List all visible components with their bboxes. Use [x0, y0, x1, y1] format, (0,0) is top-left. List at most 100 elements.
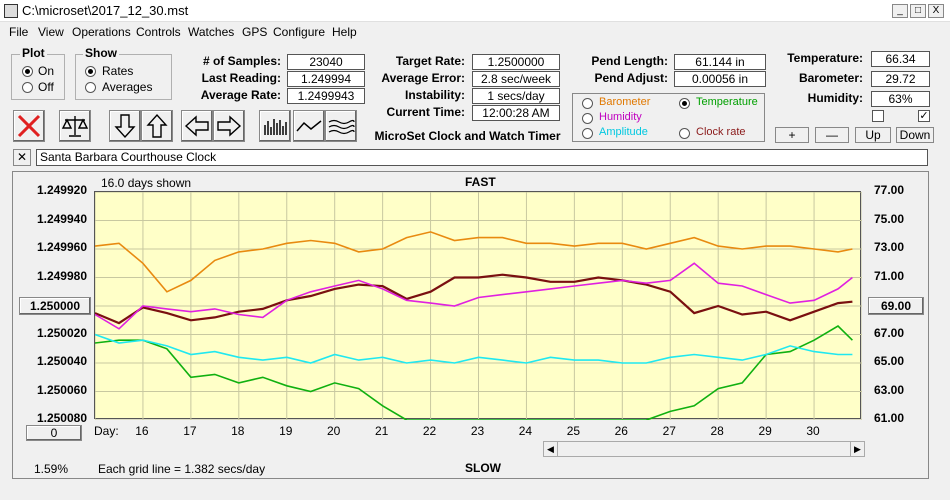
menu-view[interactable]: View [38, 25, 64, 39]
days-shown-label: 16.0 days shown [101, 176, 192, 190]
series-line-temperature [94, 324, 853, 421]
show-group [75, 54, 172, 100]
y-left-tick-label: 1.250020 [36, 325, 87, 340]
average-rate-value: 1.2499943 [287, 88, 365, 104]
x-tick-label: 29 [758, 424, 772, 438]
down-button[interactable]: Down [896, 127, 934, 143]
amplitude-radio[interactable] [582, 128, 593, 139]
minimize-button[interactable]: _ [892, 4, 908, 18]
horizontal-scrollbar[interactable]: ◀ ▶ [543, 441, 865, 457]
up-button[interactable]: Up [855, 127, 891, 143]
line-graph-icon [296, 120, 322, 132]
plot-group-label: Plot [20, 46, 47, 60]
plot-on-radio[interactable] [22, 66, 33, 77]
humidity-option-label: Humidity [599, 111, 642, 123]
y-left-tick-label: 1.249980 [36, 268, 87, 283]
instability-value: 1 secs/day [472, 88, 560, 104]
center-value-button[interactable]: 1.250000 [19, 297, 91, 315]
pend-adjust-label: Pend Adjust: [594, 71, 668, 85]
y-right-tick-label: 73.00 [874, 240, 905, 254]
offset-button[interactable]: 0 [26, 425, 82, 441]
rates-label: Rates [102, 64, 134, 78]
grid-note: Each grid line = 1.382 secs/day [98, 462, 266, 476]
y-right-tick-label: 75.00 [874, 211, 905, 226]
scroll-left-icon[interactable]: ◀ [544, 442, 558, 456]
clock-rate-option-label: Clock rate [696, 126, 746, 138]
plot-area[interactable] [94, 191, 863, 421]
right-value-button[interactable]: 69.00 [868, 297, 924, 315]
line-graph-button[interactable] [293, 110, 325, 142]
x-tick-label: 19 [279, 424, 293, 438]
current-time-label: Current Time: [386, 105, 465, 119]
arrow-left-icon [184, 115, 209, 137]
title-bar: C:\microset\2017_12_30.mst _ □ X [0, 0, 950, 22]
arrow-down-button[interactable] [109, 110, 141, 142]
scroll-right-icon[interactable]: ▶ [850, 442, 864, 456]
clear-clock-button[interactable]: ✕ [13, 149, 31, 166]
clock-name-field[interactable]: Santa Barbara Courthouse Clock [36, 149, 928, 166]
x-tick-label: 21 [374, 424, 389, 438]
barometer-value: 29.72 [871, 71, 930, 87]
x-tick-label: 25 [566, 424, 581, 438]
y-left-tick-label: 1.250080 [36, 411, 87, 425]
wave-graph-button[interactable] [325, 110, 357, 142]
menu-help[interactable]: Help [332, 25, 357, 39]
x-tick-label: 26 [614, 424, 628, 438]
humidity-radio[interactable] [582, 113, 593, 124]
plot-on-label: On [38, 64, 55, 78]
x-tick-label: 30 [806, 424, 820, 438]
samples-label: # of Samples: [202, 54, 281, 68]
average-error-value: 2.8 sec/week [472, 71, 560, 87]
temperature-radio[interactable] [679, 98, 690, 109]
show-group-label: Show [83, 46, 119, 60]
instability-label: Instability: [404, 88, 465, 102]
plot-off-radio[interactable] [22, 82, 33, 93]
pend-length-value[interactable]: 61.144 in [674, 54, 766, 70]
minus-button[interactable]: — [815, 127, 849, 143]
barometer-radio[interactable] [582, 98, 593, 109]
close-button[interactable]: X [928, 4, 944, 18]
series-line-clock-rate [94, 273, 853, 325]
slow-label: SLOW [465, 461, 501, 475]
humidity-label: Humidity: [807, 91, 863, 105]
averages-radio[interactable] [85, 82, 96, 93]
barometer-label: Barometer: [798, 71, 863, 85]
y-right-tick-label: 67.00 [874, 325, 905, 340]
arrow-up-button[interactable] [141, 110, 173, 142]
wave-lines-icon [328, 119, 355, 135]
y-right-tick-label: 71.00 [874, 268, 905, 283]
last-reading-label: Last Reading: [201, 71, 281, 85]
clock-rate-radio[interactable] [679, 128, 690, 139]
menu-operations[interactable]: Operations [72, 25, 131, 39]
stop-button[interactable] [13, 110, 45, 142]
option-checkbox-2[interactable]: ✓ [918, 110, 930, 122]
menu-watches[interactable]: Watches [188, 25, 235, 39]
x-tick-label: 28 [710, 424, 724, 438]
temperature-option-label: Temperature [696, 96, 758, 108]
target-rate-value[interactable]: 1.2500000 [472, 54, 560, 70]
histogram-button[interactable] [259, 110, 291, 142]
plus-button[interactable]: + [775, 127, 809, 143]
arrow-down-icon [114, 114, 136, 139]
series-line-barometer [94, 231, 853, 293]
series-options-group: Barometer Temperature Humidity Amplitude… [572, 93, 765, 142]
menu-file[interactable]: File [9, 25, 29, 39]
app-icon [4, 4, 18, 18]
rates-radio[interactable] [85, 66, 96, 77]
y-right-tick-label: 65.00 [874, 354, 905, 368]
menu-bar: File View Operations Controls Watches GP… [0, 22, 950, 42]
pend-length-label: Pend Length: [591, 54, 668, 68]
menu-controls[interactable]: Controls [136, 25, 181, 39]
arrow-right-button[interactable] [213, 110, 245, 142]
balance-button[interactable] [59, 110, 91, 142]
series-line-amplitude [94, 333, 853, 364]
pend-adjust-value: 0.00056 in [674, 71, 766, 87]
arrow-right-icon [217, 115, 242, 137]
x-tick-label: 16 [135, 424, 149, 438]
menu-gps[interactable]: GPS [242, 25, 268, 39]
red-x-icon [17, 114, 41, 138]
maximize-button[interactable]: □ [910, 4, 926, 18]
menu-configure[interactable]: Configure [273, 25, 326, 39]
arrow-left-button[interactable] [181, 110, 213, 142]
option-checkbox-1[interactable] [872, 110, 884, 122]
